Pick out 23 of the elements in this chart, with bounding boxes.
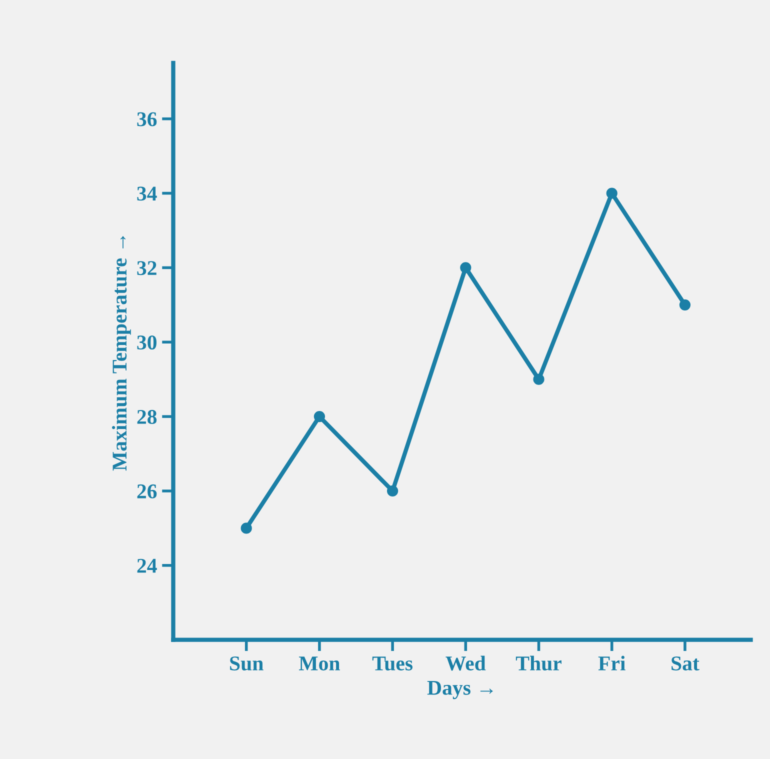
y-tick-label: 36 (137, 112, 157, 126)
x-axis-title: Days → (427, 681, 493, 700)
x-tick-label: Sat (672, 656, 700, 670)
y-tick-label: 30 (137, 335, 156, 350)
x-tick-label: Tues (372, 656, 413, 671)
x-tick-label: Wed (446, 656, 486, 671)
point (460, 262, 472, 274)
point (606, 188, 618, 199)
y-tick-label: 34 (137, 186, 157, 201)
y-tick-label: 26 (137, 484, 157, 498)
y-axis-title: Maximum Temperature → (112, 236, 131, 471)
point (314, 410, 326, 422)
x-tick-label: Mon (298, 656, 340, 670)
x-tick-label: Fri (598, 656, 626, 670)
x-tick-label: Thur (516, 656, 562, 671)
point (679, 299, 691, 310)
point (240, 522, 252, 534)
y-tick-label: 28 (137, 410, 157, 424)
point (387, 485, 398, 497)
y-tick-label: 24 (137, 558, 157, 573)
point (533, 374, 544, 385)
y-tick-label: 32 (137, 261, 156, 276)
x-tick-label: Sun (230, 656, 264, 671)
